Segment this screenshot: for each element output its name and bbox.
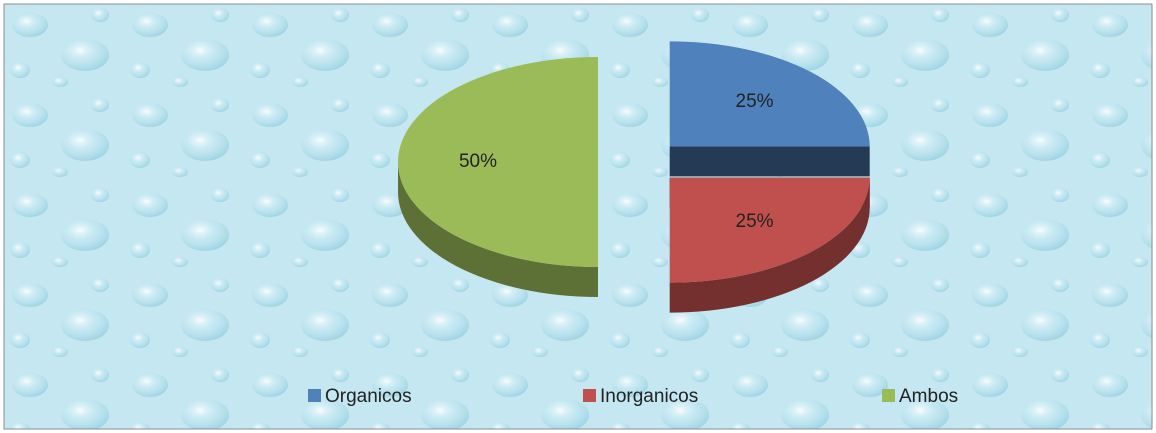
legend-label: Inorganicos bbox=[600, 386, 698, 407]
legend-swatch bbox=[308, 389, 321, 402]
legend-swatch bbox=[583, 389, 596, 402]
pie: 25% 25% 50% bbox=[398, 41, 870, 313]
legend-swatch bbox=[882, 389, 895, 402]
data-label: 25% bbox=[736, 91, 774, 112]
slice bbox=[669, 177, 870, 283]
slice-side bbox=[398, 162, 598, 297]
data-label: 50% bbox=[459, 151, 497, 172]
legend-label: Ambos bbox=[899, 386, 958, 407]
legend-label: Organicos bbox=[325, 386, 412, 407]
slice-wall bbox=[669, 146, 870, 177]
slice bbox=[669, 41, 870, 147]
slice-side bbox=[669, 177, 870, 313]
legend: Organicos Inorganicos Ambos bbox=[308, 386, 958, 407]
slice bbox=[398, 57, 598, 267]
data-label: 25% bbox=[736, 211, 774, 232]
